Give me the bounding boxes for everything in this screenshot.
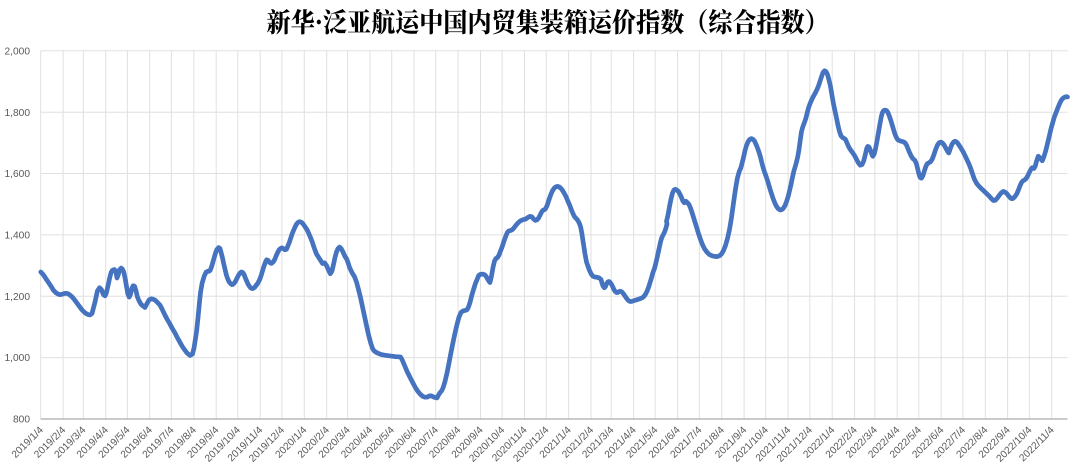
svg-text:1,400: 1,400 [5,230,31,241]
svg-text:1,200: 1,200 [5,292,31,303]
svg-text:1,800: 1,800 [5,108,31,119]
svg-text:1,000: 1,000 [5,353,31,364]
svg-text:1,600: 1,600 [5,169,31,180]
svg-text:2,000: 2,000 [5,46,31,57]
svg-text:800: 800 [13,415,30,426]
